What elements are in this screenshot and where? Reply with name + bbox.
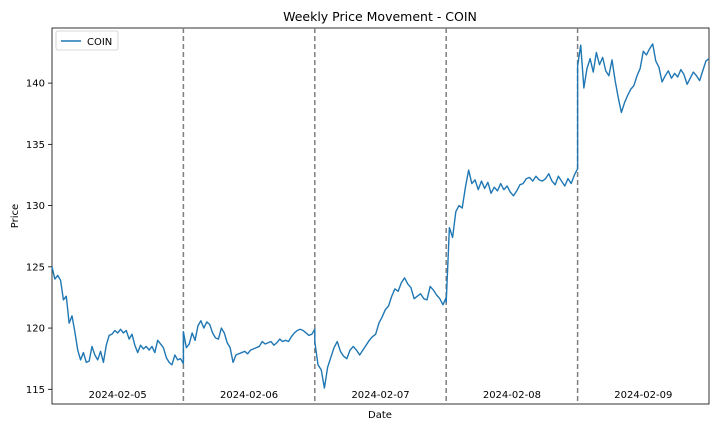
y-tick-label-125: 125: [26, 262, 45, 273]
price-line: [51, 43, 710, 389]
day-labels: 2024-02-05 2024-02-06 2024-02-07 2024-02-08…: [89, 390, 673, 401]
day-label-2024-02-09: 2024-02-09: [614, 390, 672, 401]
y-tick-label-115: 115: [26, 385, 45, 396]
legend-box: [55, 30, 119, 51]
day-label-2024-02-07: 2024-02-07: [351, 390, 409, 401]
plot-area: [51, 27, 710, 405]
series-line-coin: [51, 43, 710, 389]
day-label-2024-02-05: 2024-02-05: [89, 390, 147, 401]
legend-label-coin: COIN: [87, 37, 112, 48]
legend: COIN: [55, 30, 119, 51]
chart-title: Weekly Price Movement - COIN: [283, 9, 477, 24]
y-tick-label-135: 135: [26, 140, 45, 151]
y-axis-label: Price: [10, 204, 21, 228]
day-dividers: [182, 28, 579, 404]
day-label-2024-02-06: 2024-02-06: [220, 390, 278, 401]
x-axis-label: Date: [368, 410, 392, 421]
y-tick-label-120: 120: [26, 324, 45, 335]
day-label-2024-02-08: 2024-02-08: [483, 390, 541, 401]
y-axis: 115 120 125 130 135 140: [26, 79, 52, 396]
y-tick-label-140: 140: [26, 79, 45, 90]
y-tick-label-130: 130: [26, 201, 45, 212]
